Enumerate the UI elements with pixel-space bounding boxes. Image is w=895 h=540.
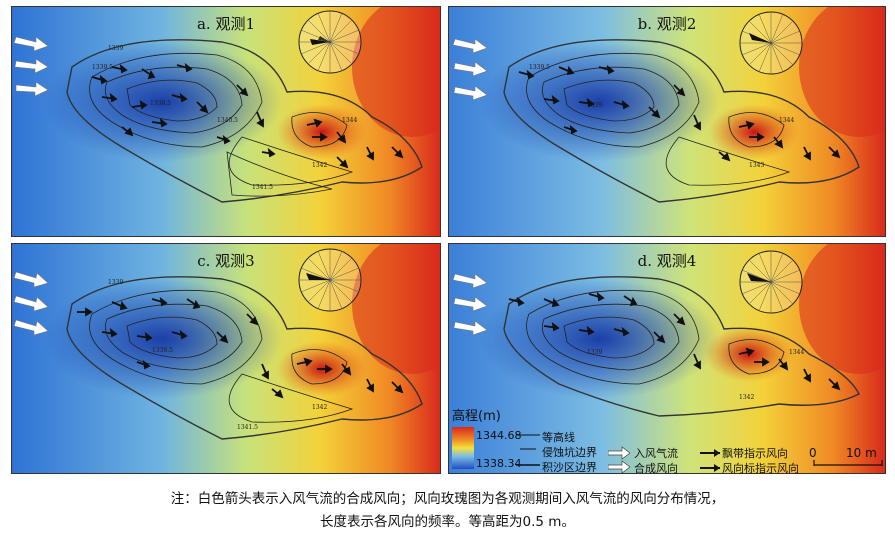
legend-line-symbols [516,434,540,466]
caption-line2: 长度表示各风向的频率。等高距为0.5 m。 [320,514,575,530]
legend-deposit-boundary: 积沙区边界 [542,461,597,474]
legend-arrow-symbols [608,446,720,474]
contour-label: 1342 [312,404,327,411]
wind-rose [739,11,803,75]
panel-title: d. 观测4 [637,252,697,270]
elevation-colorbar [452,427,474,469]
map-c: 1339 1338.5 1342 1341.5 [12,244,440,473]
panel-title: a. 观测1 [196,15,256,33]
contour-label: 1339 [587,349,602,356]
contour-label: 1344 [342,117,357,124]
contour-label: 1339.5 [92,64,113,71]
inflow-arrows [13,36,49,97]
contour-label: 1339 [108,45,123,52]
contour-label: 1344 [779,117,794,124]
legend-contour: 等高线 [542,431,575,444]
panel-title: c. 观测3 [197,252,255,270]
contour-label: 1341.5 [237,424,258,431]
wind-arrows [91,62,404,169]
legend-streamer: 飘带指示风向 [722,447,788,460]
panel-a: 1339 1339.5 1338.5 1344 1340.5 1342 1341… [11,6,441,237]
inflow-arrows [13,271,49,336]
wind-rose [298,10,362,74]
panel-b: 1339.5 1339 1344 1343 [448,6,886,237]
scale-bar [813,460,883,466]
contour-label: 1338.5 [150,100,171,107]
wind-rose [298,248,362,312]
legend-resultant: 合成风向 [634,462,678,475]
elevation-max: 1344.68 [476,429,522,442]
contour-label: 1344 [789,349,804,356]
map-b: 1339.5 1339 1344 1343 [449,7,885,236]
legend-pit-boundary: 侵蚀坑边界 [542,446,597,459]
contour-label: 1341.5 [252,184,273,191]
map-a: 1339 1339.5 1338.5 1344 1340.5 1342 1341… [12,7,440,236]
contour-label: 1340.5 [217,117,238,124]
legend-title: 高程(m) [452,409,501,424]
contour-label: 1338.5 [152,347,173,354]
deposit-boundary [66,39,423,203]
contour-label: 1339 [587,102,602,109]
elevation-min: 1338.34 [476,457,522,470]
contour-label: 1343 [749,162,764,169]
legend-inflow: 入风气流 [634,447,678,460]
legend-flag: 风向标指示风向 [722,462,799,475]
caption-line1: 注：白色箭头表示入风气流的合成风向；风向玫瑰图为各观测期间入风气流的风向分布情况… [170,491,725,507]
scale-zero: 0 [809,446,817,460]
panel-title: b. 观测2 [637,15,697,33]
contour-label: 1339.5 [529,64,550,71]
contour-label: 1339 [108,279,123,286]
contour-label: 1342 [312,162,327,169]
wind-arrows [508,291,841,391]
wind-rose [739,250,803,314]
contour-label: 1342 [739,394,754,401]
panel-c: 1339 1338.5 1342 1341.5 [11,243,441,474]
inflow-arrows [452,273,488,336]
wind-arrows [518,64,841,162]
inflow-arrows [452,38,488,101]
scale-length: 10 m [846,446,877,460]
legend: 高程(m) 1344.68 1338.34 等高线 侵蚀坑边界 积沙区边界 入风… [452,405,892,475]
wind-arrows [77,296,404,399]
